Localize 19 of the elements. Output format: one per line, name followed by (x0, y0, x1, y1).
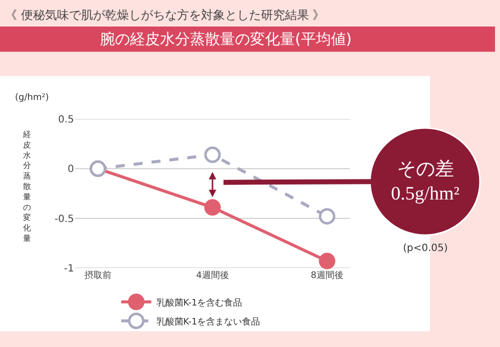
y-tick-label: 0.5 (58, 114, 74, 126)
y-tick-label: -0.5 (54, 214, 74, 225)
chart-subtitle: 《 便秘気味で肌が乾燥しがちな方を対象とした研究結果 》 (5, 8, 325, 22)
point (318, 252, 336, 270)
text: 経皮水分蒸散量の変化量 (23, 130, 31, 243)
x-tick-label: 8週間後 (310, 270, 344, 281)
point (318, 208, 336, 225)
legend-label: 乳酸菌K-1を含む食品 (156, 297, 242, 308)
y-tick-label: 0 (68, 164, 74, 176)
text: その差 0.5g/hm² (391, 159, 460, 205)
text: (p<0.05) (403, 243, 448, 254)
text: (g/hm²) (15, 93, 49, 103)
x-tick-label: 摂取前 (84, 270, 112, 281)
y-tick-label: -1 (64, 264, 74, 274)
point (204, 199, 221, 216)
legend-label: 乳酸菌K-1を含まない食品 (156, 316, 260, 328)
x-tick-label: 4週間後 (196, 270, 229, 281)
chart-title: 腕の経皮水分蒸散量の変化量(平均値) (100, 30, 352, 48)
point (204, 146, 221, 164)
